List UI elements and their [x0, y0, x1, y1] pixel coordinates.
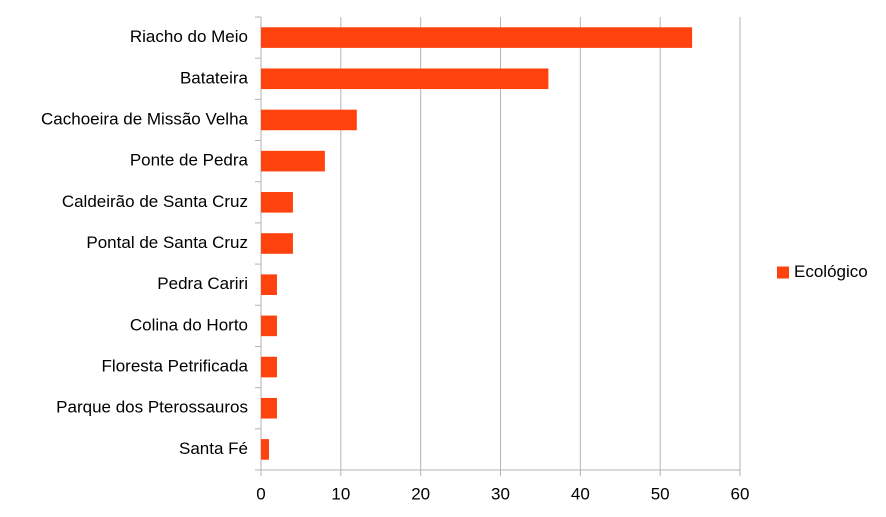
x-tick-label: 40	[571, 484, 590, 503]
y-tick-label: Caldeirão de Santa Cruz	[62, 192, 248, 211]
bar	[261, 150, 325, 172]
bar	[261, 356, 277, 378]
y-tick-label: Ponte de Pedra	[130, 151, 249, 170]
y-tick-label: Batateira	[180, 68, 249, 87]
legend-swatch	[777, 266, 789, 279]
x-tick-label: 20	[411, 484, 430, 503]
y-tick-label: Colina do Horto	[130, 315, 248, 334]
x-tick-label: 0	[256, 484, 265, 503]
y-tick-label: Floresta Petrificada	[102, 357, 249, 376]
y-tick-label: Cachoeira de Missão Velha	[41, 109, 249, 128]
bar	[261, 192, 293, 213]
y-tick-label: Parque dos Pterossauros	[56, 398, 248, 417]
bar	[261, 397, 277, 419]
bar	[261, 439, 269, 460]
x-tick-label: 10	[331, 484, 350, 503]
y-tick-label: Santa Fé	[179, 439, 248, 458]
bar	[261, 109, 357, 131]
x-tick-label: 60	[731, 484, 750, 503]
bar	[261, 315, 277, 337]
bar	[261, 274, 277, 295]
y-tick-label: Pedra Cariri	[157, 274, 248, 293]
y-tick-label: Riacho do Meio	[130, 27, 248, 46]
y-tick-label: Pontal de Santa Cruz	[86, 233, 248, 252]
bar	[261, 68, 549, 90]
x-tick-label: 30	[491, 484, 510, 503]
bar	[261, 27, 693, 48]
legend-label: Ecológico	[794, 262, 868, 281]
x-tick-label: 50	[651, 484, 670, 503]
bar	[261, 233, 293, 254]
